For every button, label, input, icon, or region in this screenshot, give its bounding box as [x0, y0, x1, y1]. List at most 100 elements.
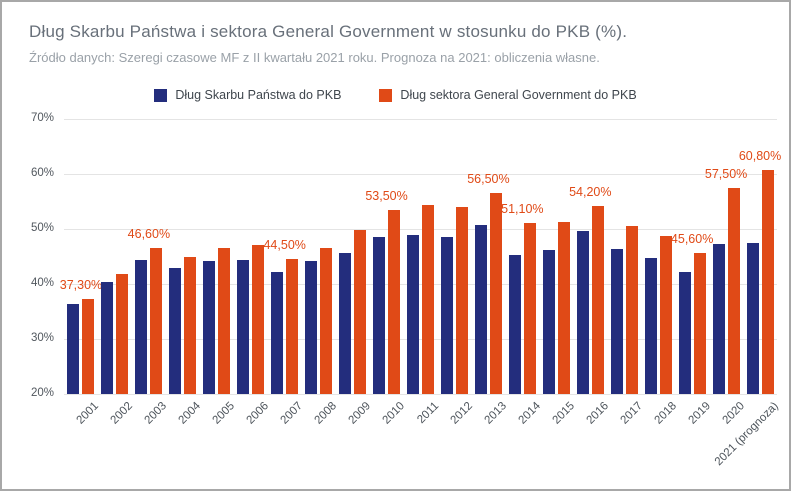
bar-general-government-2018 [659, 236, 672, 394]
bar-skarb-panstwa-2005 [203, 260, 216, 394]
x-tick-label-2016: 2016 [584, 400, 611, 427]
x-tick-label-2005: 2005 [210, 400, 238, 427]
value-label-2016: 54,20% [569, 184, 612, 199]
bar-group-2012: 2012 [437, 119, 475, 427]
x-tick-label-2019: 2019 [686, 400, 713, 427]
bar-skarb-panstwa-2017 [610, 248, 623, 394]
legend-label-skarb-panstwa: Dług Skarbu Państwa do PKB [175, 88, 342, 102]
y-tick-label-20: 20% [30, 387, 54, 399]
bar-skarb-panstwa-2014 [508, 254, 521, 394]
bar-skarb-panstwa-2012 [440, 237, 453, 394]
y-axis-labels: 70% 60% 50% 40% 30% 20% [2, 112, 54, 399]
x-tick-label-2010: 2010 [380, 400, 408, 427]
bar-skarb-panstwa-2011 [407, 234, 419, 394]
legend-item-skarb-panstwa: Dług Skarbu Państwa do PKB [154, 88, 341, 102]
bar-general-government-2001 [82, 298, 95, 394]
bar-skarb-panstwa-2002 [101, 281, 114, 394]
bar-general-government-2013 [489, 193, 502, 394]
bar-group-2004: 2004 [166, 119, 203, 427]
gridline-70 [64, 119, 777, 120]
x-tick-label-2021-prognoza: 2021 (prognoza) [712, 400, 781, 469]
bar-group-2011: 2011 [404, 119, 441, 426]
bar-general-government-2014 [523, 222, 536, 394]
bar-group-2010: 53,50% 2010 [365, 119, 407, 427]
bar-general-government-2005 [218, 248, 231, 394]
bar-skarb-panstwa-2010 [373, 237, 386, 394]
bar-skarb-panstwa-2019 [678, 271, 691, 394]
x-tick-label-2012: 2012 [448, 400, 475, 427]
bar-skarb-panstwa-2013 [474, 225, 487, 394]
bar-skarb-panstwa-2015 [542, 250, 555, 394]
bar-general-government-2004 [184, 257, 197, 394]
bar-groups: 37,30% 2001 2002 46,60% 2003 2004 2005 2006 44,5… [60, 119, 781, 469]
bar-general-government-2010 [388, 209, 401, 394]
gridline-40 [64, 284, 777, 285]
x-tick-label-2013: 2013 [482, 400, 509, 427]
bar-group-2006: 2006 [234, 119, 271, 427]
bar-skarb-panstwa-2001 [67, 303, 80, 394]
bar-general-government-2006 [252, 244, 265, 394]
x-tick-label-2002: 2002 [108, 400, 136, 427]
bar-general-government-2019 [693, 253, 706, 394]
bar-group-2018: 2018 [641, 119, 679, 427]
value-label-2013: 56,50% [467, 172, 510, 187]
value-label-2001: 37,30% [59, 277, 103, 292]
value-label-2021-prognoza: 60,80% [738, 148, 782, 163]
bar-group-2019: 45,60% 2019 [671, 119, 713, 426]
x-tick-label-2015: 2015 [550, 400, 577, 427]
legend-label-general-government: Dług sektora General Government do PKB [400, 88, 637, 102]
bar-skarb-panstwa-2016 [576, 230, 589, 394]
legend-swatch-orange [379, 88, 393, 102]
bar-group-2016: 54,20% 2016 [569, 119, 611, 427]
x-tick-label-2008: 2008 [312, 400, 340, 427]
bar-group-2017: 2017 [607, 119, 645, 427]
value-label-2020: 57,50% [704, 166, 748, 181]
value-label-2007: 44,50% [263, 238, 306, 253]
gridline-50 [64, 229, 777, 230]
x-tick-label-2011: 2011 [415, 400, 442, 426]
bar-general-government-2020 [727, 187, 740, 394]
bar-general-government-2017 [625, 226, 638, 394]
x-tick-label-2017: 2017 [618, 400, 645, 427]
bar-group-2008: 2008 [302, 119, 339, 427]
legend: Dług Skarbu Państwa do PKB Dług sektora … [2, 88, 789, 102]
y-tick-label-60: 60% [30, 167, 54, 179]
bar-skarb-panstwa-2006 [237, 259, 250, 394]
value-label-2014: 51,10% [501, 201, 544, 216]
legend-swatch-navy [154, 88, 168, 102]
bar-group-2003: 46,60% 2003 [128, 119, 170, 427]
gridline-60 [64, 174, 777, 175]
legend-item-general-government: Dług sektora General Government do PKB [379, 88, 637, 102]
x-tick-label-2003: 2003 [142, 400, 170, 427]
x-tick-label-2018: 2018 [652, 400, 679, 427]
bar-group-2009: 2009 [336, 119, 373, 427]
y-tick-label-40: 40% [30, 277, 54, 289]
bar-general-government-2008 [320, 247, 333, 394]
bar-general-government-2002 [116, 274, 129, 394]
bar-group-2020: 57,50% 2020 [705, 119, 747, 427]
bar-group-2015: 2015 [539, 119, 577, 427]
value-label-2003: 46,60% [127, 226, 171, 241]
y-tick-label-70: 70% [30, 112, 54, 124]
x-tick-label-2009: 2009 [346, 400, 374, 427]
bar-general-government-2011 [422, 204, 434, 394]
value-label-2010: 53,50% [365, 188, 408, 203]
bar-skarb-panstwa-2020 [712, 244, 725, 394]
bar-skarb-panstwa-2008 [305, 261, 318, 394]
bar-group-2014: 51,10% 2014 [501, 119, 543, 427]
bar-general-government-2016 [591, 205, 604, 394]
bar-skarb-panstwa-2021-prognoza [746, 242, 759, 394]
bar-group-2007: 44,50% 2007 [263, 119, 305, 426]
bar-group-2001: 37,30% 2001 [60, 119, 102, 427]
x-tick-label-2014: 2014 [516, 400, 543, 427]
x-tick-label-2006: 2006 [244, 400, 272, 427]
bar-group-2002: 2002 [98, 119, 135, 427]
bar-skarb-panstwa-2009 [339, 252, 352, 394]
chart-title: Dług Skarbu Państwa i sektora General Go… [29, 22, 628, 41]
chart-subtitle: Źródło danych: Szeregi czasowe MF z II k… [29, 50, 600, 65]
bar-skarb-panstwa-2004 [169, 267, 182, 394]
bar-general-government-2009 [354, 230, 367, 394]
x-tick-label-2020: 2020 [719, 400, 747, 427]
y-tick-label-30: 30% [30, 332, 54, 344]
